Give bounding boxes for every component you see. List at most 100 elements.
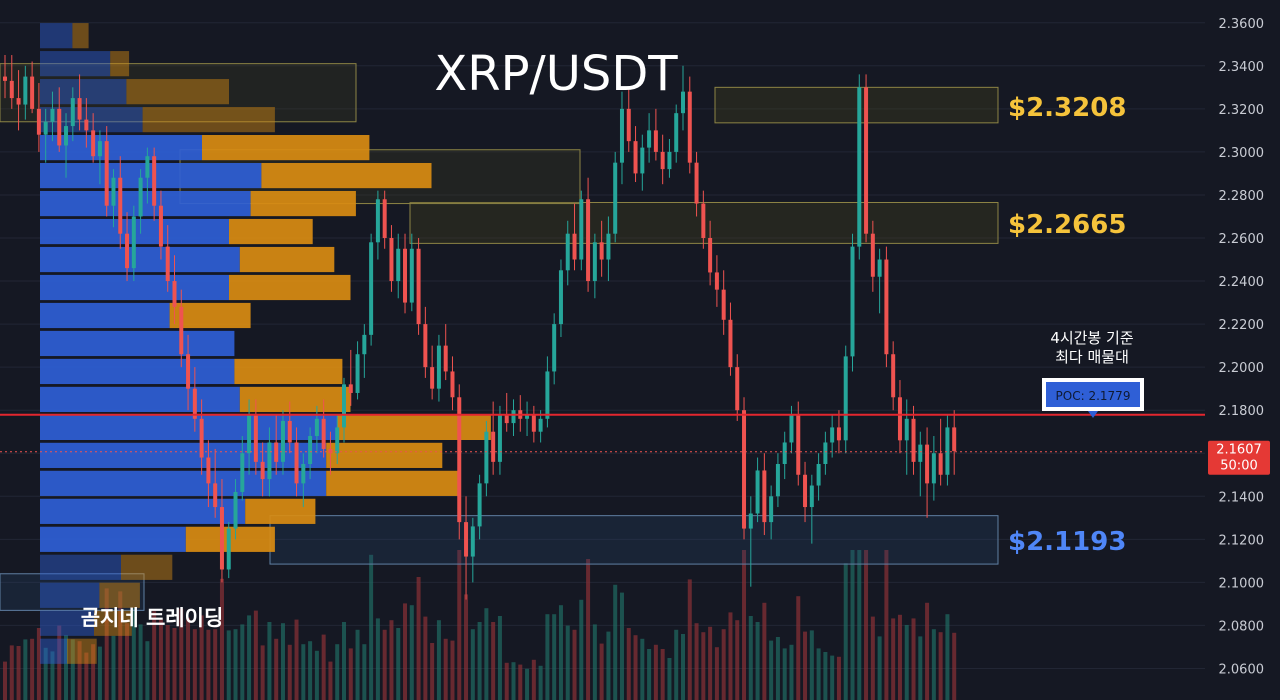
candle-body [253, 414, 258, 462]
price-tick-label: 2.3600 [1219, 17, 1265, 32]
volume-bar [884, 550, 889, 700]
poc-note-line-2: 최다 매물대 [1055, 348, 1129, 366]
candle-body [464, 522, 469, 557]
candle-body [647, 130, 652, 148]
candle-body [199, 418, 204, 458]
candle-body [762, 470, 767, 523]
candle-body [457, 397, 462, 523]
volume-bar [294, 619, 299, 700]
volume-bar [260, 645, 265, 700]
volume-bar [735, 620, 740, 700]
candle-body [186, 354, 191, 389]
candle-body [138, 177, 143, 217]
volume-bar [287, 644, 292, 700]
vp-sell-bar [99, 582, 140, 608]
volume-bar [809, 630, 814, 700]
candle-body [416, 248, 421, 325]
candle-body [369, 242, 374, 335]
volume-bar [864, 550, 869, 700]
volume-bar [145, 641, 150, 700]
candle-body [77, 98, 82, 120]
price-tick-label: 2.1200 [1219, 533, 1265, 548]
candle-body [172, 281, 177, 307]
candle-body [511, 410, 516, 424]
vp-buy-bar [40, 498, 246, 524]
volume-bar [952, 632, 957, 700]
volume-bar [592, 624, 597, 700]
vp-buy-bar [40, 470, 327, 496]
volume-bar [945, 614, 950, 700]
vp-buy-bar [40, 386, 240, 413]
vp-buy-bar [40, 274, 229, 301]
candle-body [626, 108, 631, 142]
volume-bar [626, 628, 631, 700]
volume-bar [538, 665, 543, 700]
price-tick-label: 2.2400 [1219, 275, 1265, 290]
candle-body [660, 151, 665, 170]
volume-bar [91, 644, 96, 700]
volume-bar [565, 625, 570, 700]
candle-body [403, 248, 408, 303]
volume-bar [186, 617, 191, 700]
candle-body [382, 199, 387, 238]
volume-bar [640, 638, 645, 700]
candle-body [789, 414, 794, 443]
volume-bar [30, 638, 35, 700]
volume-bar [253, 610, 258, 700]
volume-bar [165, 625, 170, 700]
candle-body [335, 427, 340, 454]
vp-sell-bar [337, 414, 491, 441]
volume-bar [450, 640, 455, 700]
candle-body [50, 108, 55, 122]
volume-bar [653, 644, 658, 700]
candle-body [497, 414, 502, 462]
candle-body [267, 442, 272, 480]
vp-sell-bar [239, 246, 335, 273]
vp-sell-bar [239, 386, 351, 413]
candle-body [179, 306, 184, 355]
candle-body [328, 448, 333, 454]
candle-body [830, 427, 835, 443]
volume-bar [152, 611, 157, 700]
volume-bar [694, 623, 699, 700]
candle-body [674, 113, 679, 152]
candle-body [396, 248, 401, 282]
candle-body [721, 289, 726, 320]
vp-sell-bar [261, 162, 432, 189]
volume-bar [681, 634, 685, 700]
volume-bar [464, 594, 469, 700]
candle-body [118, 177, 123, 234]
volume-bar [382, 629, 387, 700]
price-tick-label: 2.2800 [1219, 189, 1265, 204]
candle-body [864, 87, 869, 234]
level-label-middle: $2.2665 [1008, 210, 1126, 240]
vp-buy-bar [40, 526, 186, 552]
chart-title: XRP/USDT [434, 46, 678, 102]
candle-body [294, 442, 299, 484]
volume-bar [701, 632, 706, 700]
volume-bar [158, 619, 163, 700]
vp-buy-bar [40, 162, 262, 189]
volume-bar [938, 632, 943, 700]
candle-body [803, 474, 808, 508]
candle-body [782, 442, 787, 464]
candle-body [152, 156, 157, 206]
vp-sell-bar [229, 274, 351, 301]
volume-bar [57, 625, 62, 700]
poc-note-line-1: 4시간봉 기준 [1050, 329, 1134, 347]
candle-body [9, 80, 14, 99]
volume-bar [674, 629, 679, 700]
candle-body [755, 470, 760, 514]
vp-sell-bar [121, 554, 173, 580]
candle-body [36, 108, 41, 135]
vp-buy-bar [40, 358, 235, 385]
volume-bar [36, 628, 41, 700]
candle-body [708, 238, 713, 273]
candle-body [911, 418, 916, 462]
volume-bar [897, 614, 902, 700]
volume-bar [396, 628, 401, 700]
candle-body [586, 199, 591, 282]
vp-sell-bar [110, 51, 130, 77]
vp-buy-bar [40, 442, 327, 468]
